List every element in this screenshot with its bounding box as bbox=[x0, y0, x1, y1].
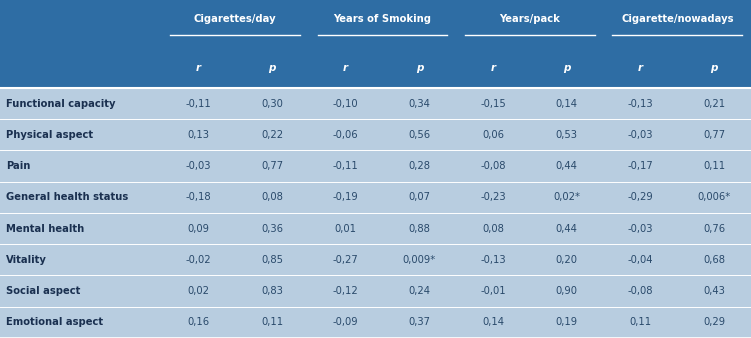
Text: 0,14: 0,14 bbox=[556, 98, 578, 108]
Text: -0,10: -0,10 bbox=[333, 98, 358, 108]
Text: -0,03: -0,03 bbox=[628, 223, 653, 234]
Text: -0,03: -0,03 bbox=[628, 130, 653, 140]
Text: 0,37: 0,37 bbox=[409, 317, 430, 328]
Text: -0,11: -0,11 bbox=[185, 98, 211, 108]
Text: 0,44: 0,44 bbox=[556, 161, 578, 171]
Text: 0,68: 0,68 bbox=[703, 255, 725, 265]
Text: 0,36: 0,36 bbox=[261, 223, 283, 234]
Text: -0,13: -0,13 bbox=[628, 98, 653, 108]
Text: 0,06: 0,06 bbox=[482, 130, 504, 140]
Text: Pain: Pain bbox=[6, 161, 30, 171]
Text: -0,06: -0,06 bbox=[333, 130, 358, 140]
Text: 0,08: 0,08 bbox=[261, 192, 283, 202]
Text: 0,08: 0,08 bbox=[482, 223, 504, 234]
Text: 0,02*: 0,02* bbox=[553, 192, 581, 202]
Text: 0,34: 0,34 bbox=[409, 98, 430, 108]
Text: Cigarettes/day: Cigarettes/day bbox=[194, 14, 276, 24]
Text: 0,77: 0,77 bbox=[261, 161, 283, 171]
Text: 0,006*: 0,006* bbox=[698, 192, 731, 202]
Text: -0,23: -0,23 bbox=[481, 192, 506, 202]
Text: 0,02: 0,02 bbox=[187, 286, 210, 296]
Text: 0,16: 0,16 bbox=[187, 317, 210, 328]
Text: 0,11: 0,11 bbox=[703, 161, 725, 171]
Text: 0,21: 0,21 bbox=[703, 98, 725, 108]
Text: 0,07: 0,07 bbox=[409, 192, 430, 202]
Text: -0,03: -0,03 bbox=[185, 161, 211, 171]
Text: p: p bbox=[268, 64, 276, 73]
Text: Emotional aspect: Emotional aspect bbox=[6, 317, 103, 328]
Text: 0,88: 0,88 bbox=[409, 223, 430, 234]
Text: 0,44: 0,44 bbox=[556, 223, 578, 234]
Text: -0,12: -0,12 bbox=[333, 286, 358, 296]
Text: 0,22: 0,22 bbox=[261, 130, 283, 140]
Text: General health status: General health status bbox=[6, 192, 128, 202]
Text: 0,11: 0,11 bbox=[629, 317, 652, 328]
Text: r: r bbox=[343, 64, 348, 73]
Text: -0,15: -0,15 bbox=[480, 98, 506, 108]
Text: Physical aspect: Physical aspect bbox=[6, 130, 93, 140]
Text: -0,27: -0,27 bbox=[333, 255, 358, 265]
Text: p: p bbox=[416, 64, 423, 73]
Text: 0,90: 0,90 bbox=[556, 286, 578, 296]
Text: Cigarette/nowadays: Cigarette/nowadays bbox=[621, 14, 734, 24]
Text: 0,01: 0,01 bbox=[335, 223, 357, 234]
Text: Years/pack: Years/pack bbox=[499, 14, 560, 24]
Text: r: r bbox=[196, 64, 201, 73]
Text: -0,19: -0,19 bbox=[333, 192, 358, 202]
Text: -0,04: -0,04 bbox=[628, 255, 653, 265]
Text: -0,17: -0,17 bbox=[628, 161, 653, 171]
Text: -0,08: -0,08 bbox=[481, 161, 506, 171]
Text: 0,43: 0,43 bbox=[703, 286, 725, 296]
Text: -0,09: -0,09 bbox=[333, 317, 358, 328]
Text: -0,02: -0,02 bbox=[185, 255, 211, 265]
Text: 0,19: 0,19 bbox=[556, 317, 578, 328]
Text: 0,53: 0,53 bbox=[556, 130, 578, 140]
Text: Functional capacity: Functional capacity bbox=[6, 98, 116, 108]
Text: 0,24: 0,24 bbox=[409, 286, 430, 296]
Text: 0,83: 0,83 bbox=[261, 286, 283, 296]
Text: Social aspect: Social aspect bbox=[6, 286, 80, 296]
Text: r: r bbox=[490, 64, 496, 73]
Text: 0,76: 0,76 bbox=[703, 223, 725, 234]
Text: 0,77: 0,77 bbox=[703, 130, 725, 140]
Text: -0,08: -0,08 bbox=[628, 286, 653, 296]
Text: 0,30: 0,30 bbox=[261, 98, 283, 108]
Text: 0,28: 0,28 bbox=[409, 161, 430, 171]
Text: 0,009*: 0,009* bbox=[403, 255, 436, 265]
Text: 0,85: 0,85 bbox=[261, 255, 283, 265]
Text: -0,11: -0,11 bbox=[333, 161, 358, 171]
Text: -0,13: -0,13 bbox=[481, 255, 506, 265]
Text: r: r bbox=[638, 64, 643, 73]
Text: p: p bbox=[710, 64, 718, 73]
Text: 0,13: 0,13 bbox=[187, 130, 210, 140]
Text: 0,14: 0,14 bbox=[482, 317, 504, 328]
Text: Vitality: Vitality bbox=[6, 255, 47, 265]
Text: Mental health: Mental health bbox=[6, 223, 84, 234]
Text: 0,20: 0,20 bbox=[556, 255, 578, 265]
Text: 0,29: 0,29 bbox=[703, 317, 725, 328]
Text: -0,18: -0,18 bbox=[185, 192, 211, 202]
Text: 0,11: 0,11 bbox=[261, 317, 283, 328]
Text: -0,29: -0,29 bbox=[628, 192, 653, 202]
Text: p: p bbox=[563, 64, 571, 73]
Text: -0,01: -0,01 bbox=[481, 286, 506, 296]
Text: 0,56: 0,56 bbox=[409, 130, 430, 140]
Text: 0,09: 0,09 bbox=[187, 223, 210, 234]
Text: Years of Smoking: Years of Smoking bbox=[333, 14, 432, 24]
